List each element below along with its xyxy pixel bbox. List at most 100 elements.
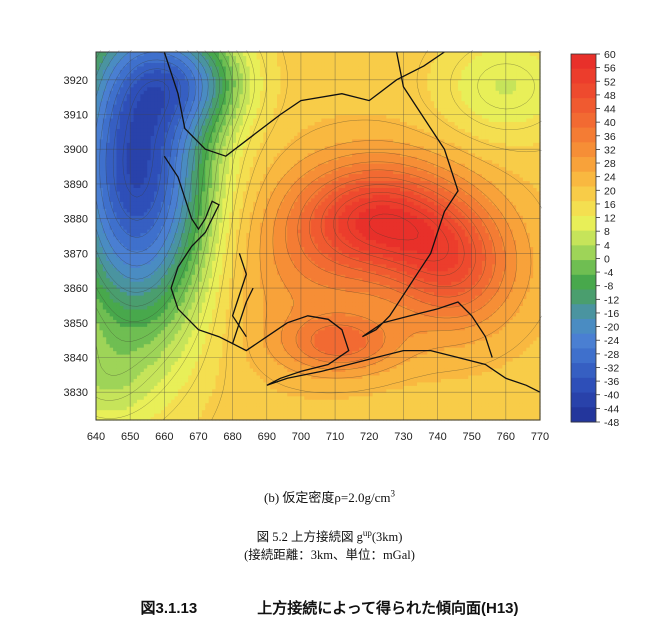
- contour-cell: [154, 347, 159, 352]
- contour-cell: [236, 128, 241, 133]
- contour-cell: [201, 173, 206, 178]
- contour-cell: [171, 211, 176, 216]
- contour-cell: [164, 183, 169, 188]
- contour-cell: [157, 395, 162, 400]
- contour-cell: [109, 83, 114, 88]
- contour-cell: [130, 190, 135, 195]
- contour-cell: [130, 201, 135, 206]
- contour-cell: [126, 117, 131, 123]
- contour-cell: [249, 305, 254, 310]
- contour-cell: [109, 284, 114, 289]
- contour-cell: [133, 194, 138, 199]
- contour-cell: [143, 211, 148, 216]
- contour-cell: [174, 329, 179, 334]
- contour-cell: [119, 97, 124, 102]
- contour-cell: [123, 409, 128, 414]
- contour-cell: [143, 190, 148, 195]
- contour-cell: [116, 360, 121, 366]
- contour-cell: [147, 260, 152, 265]
- contour-cell: [147, 301, 152, 307]
- contour-cell: [249, 364, 254, 369]
- contour-cell: [140, 138, 145, 143]
- contour-cell: [171, 350, 176, 355]
- contour-cell: [177, 354, 182, 359]
- contour-cell: [218, 128, 223, 133]
- contour-cell: [205, 315, 210, 320]
- contour-cell: [184, 274, 189, 279]
- contour-cell: [154, 121, 159, 126]
- contour-cell: [96, 291, 101, 296]
- contour-cell: [116, 374, 121, 379]
- contour-cell: [102, 225, 107, 230]
- contour-cell: [212, 104, 217, 109]
- contour-cell: [215, 326, 220, 331]
- contour-cell: [136, 274, 141, 279]
- contour-cell: [198, 201, 203, 206]
- contour-cell: [157, 329, 162, 334]
- contour-cell: [123, 55, 128, 60]
- contour-cell: [208, 291, 213, 296]
- contour-cell: [212, 100, 217, 105]
- contour-cell: [116, 347, 121, 352]
- contour-cell: [236, 277, 241, 282]
- contour-cell: [177, 69, 182, 74]
- contour-cell: [140, 270, 145, 275]
- contour-cell: [184, 305, 189, 310]
- contour-cell: [249, 406, 254, 411]
- contour-cell: [205, 281, 210, 286]
- contour-cell: [242, 83, 247, 88]
- contour-cell: [215, 315, 220, 320]
- contour-cell: [249, 395, 254, 400]
- contour-cell: [143, 138, 148, 143]
- contour-cell: [157, 142, 162, 147]
- contour-cell: [99, 124, 104, 129]
- contour-cell: [198, 284, 203, 289]
- contour-cell: [126, 173, 131, 178]
- contour-cell: [140, 72, 145, 77]
- contour-cell: [249, 86, 254, 91]
- contour-cell: [99, 58, 104, 64]
- contour-cell: [188, 170, 193, 175]
- contour-cell: [218, 343, 223, 348]
- contour-cell: [106, 315, 111, 320]
- contour-cell: [130, 183, 135, 188]
- contour-cell: [198, 124, 203, 129]
- contour-cell: [133, 333, 138, 338]
- contour-cell: [160, 222, 165, 227]
- contour-cell: [201, 371, 206, 376]
- contour-cell: [157, 149, 162, 154]
- contour-cell: [215, 409, 220, 414]
- contour-cell: [160, 52, 165, 57]
- contour-cell: [177, 62, 182, 67]
- contour-cell: [225, 270, 230, 275]
- contour-cell: [109, 295, 114, 300]
- contour-cell: [157, 274, 162, 279]
- contour-cell: [236, 159, 241, 164]
- contour-cell: [205, 371, 210, 376]
- contour-cell: [242, 364, 247, 369]
- contour-cell: [96, 201, 101, 206]
- contour-cell: [140, 239, 145, 244]
- contour-cell: [133, 52, 138, 57]
- contour-cell: [181, 114, 186, 119]
- contour-cell: [218, 256, 223, 261]
- contour-cell: [177, 312, 182, 317]
- contour-cell: [150, 93, 155, 98]
- contour-cell: [126, 176, 131, 182]
- contour-cell: [126, 301, 131, 307]
- contour-cell: [167, 52, 172, 57]
- contour-cell: [215, 201, 220, 206]
- contour-cell: [119, 315, 124, 320]
- contour-cell: [109, 117, 114, 123]
- contour-cell: [157, 170, 162, 175]
- contour-cell: [208, 163, 213, 168]
- contour-cell: [225, 350, 230, 355]
- contour-cell: [130, 145, 135, 150]
- contour-cell: [123, 413, 128, 418]
- contour-cell: [191, 395, 196, 400]
- contour-cell: [150, 315, 155, 320]
- contour-cell: [116, 277, 121, 282]
- contour-cell: [109, 322, 114, 327]
- contour-cell: [102, 76, 107, 81]
- contour-cell: [147, 242, 152, 248]
